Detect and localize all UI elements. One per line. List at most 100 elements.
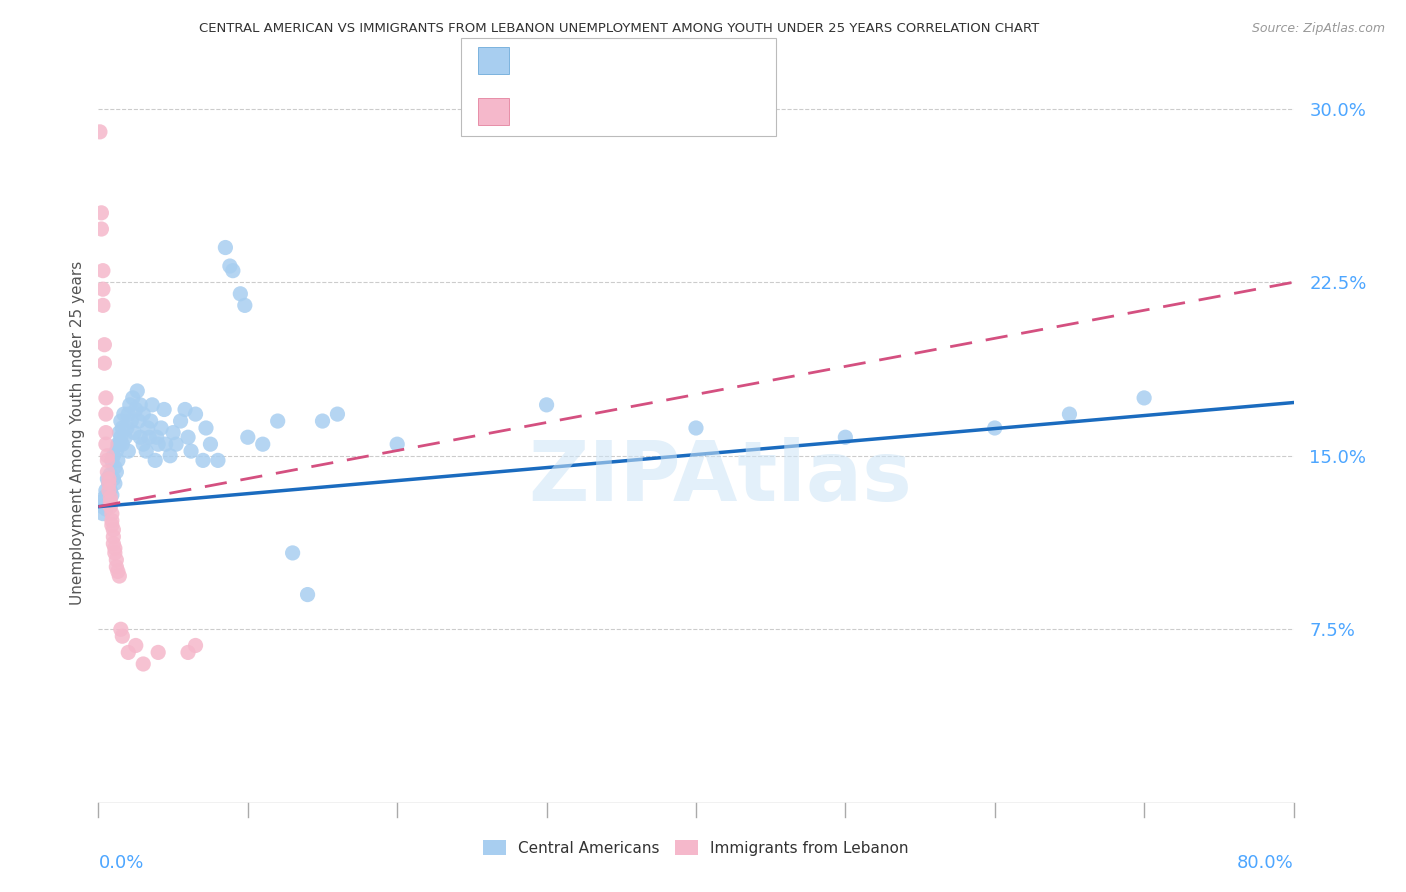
Point (98, 495, 122, 509)
Text: CENTRAL AMERICAN VS IMMIGRANTS FROM LEBANON UNEMPLOYMENT AMONG YOUTH UNDER 25 YE: CENTRAL AMERICAN VS IMMIGRANTS FROM LEBA… (198, 22, 1039, 36)
Point (121, 391, 143, 405)
Point (267, 414, 290, 428)
Point (110, 622, 132, 636)
Point (184, 407, 207, 421)
Point (103, 536, 125, 550)
Point (222, 263, 245, 277)
Point (145, 430, 167, 444)
Point (281, 546, 304, 560)
Point (229, 286, 252, 301)
Point (90, 495, 112, 509)
Point (984, 421, 1007, 435)
Point (214, 240, 236, 255)
Point (311, 414, 333, 428)
Point (89, 125, 111, 139)
Point (685, 421, 707, 435)
Point (125, 639, 148, 653)
Point (97, 495, 120, 509)
Point (101, 514, 124, 528)
Point (118, 398, 141, 412)
Point (103, 449, 125, 463)
Point (93, 497, 115, 511)
Point (105, 553, 128, 567)
Point (125, 402, 148, 417)
Point (177, 645, 200, 659)
Point (96, 465, 118, 479)
Point (135, 444, 157, 458)
Point (103, 472, 125, 486)
Text: N = 41: N = 41 (628, 101, 690, 120)
Point (132, 437, 155, 451)
Point (115, 421, 138, 435)
Point (1059, 407, 1081, 421)
Point (97, 472, 120, 486)
Point (138, 430, 160, 444)
Point (107, 453, 129, 467)
Point (159, 449, 181, 463)
Point (165, 437, 187, 451)
Point (127, 384, 149, 398)
Point (108, 437, 131, 451)
Point (91, 263, 114, 277)
Point (94, 425, 117, 440)
Point (98, 483, 122, 498)
Point (162, 425, 184, 440)
Point (101, 518, 124, 533)
Point (103, 523, 125, 537)
Point (96, 472, 118, 486)
Point (94, 502, 117, 516)
Point (174, 402, 197, 417)
Point (94, 437, 117, 451)
Point (153, 402, 176, 417)
Point (219, 259, 242, 273)
Point (195, 421, 218, 435)
Text: R = 0.265: R = 0.265 (523, 50, 606, 69)
Point (90, 222, 112, 236)
Point (97, 476, 120, 491)
Point (101, 488, 124, 502)
Point (111, 437, 134, 451)
Point (94, 391, 117, 405)
Point (108, 425, 131, 440)
Text: ZIPAtlas: ZIPAtlas (527, 436, 912, 517)
Legend: Central Americans, Immigrants from Lebanon: Central Americans, Immigrants from Leban… (477, 834, 915, 862)
Point (104, 546, 127, 560)
Point (177, 430, 200, 444)
Point (91, 500, 114, 514)
Point (117, 407, 139, 421)
Point (105, 444, 128, 458)
Point (326, 407, 349, 421)
Point (207, 453, 229, 467)
Point (169, 414, 191, 428)
Point (128, 414, 150, 428)
Point (297, 588, 319, 602)
Point (124, 425, 146, 440)
Point (136, 421, 159, 435)
Point (191, 453, 214, 467)
Point (132, 657, 155, 671)
Point (107, 437, 129, 451)
Point (90, 206, 112, 220)
Point (98, 491, 122, 505)
Text: 0.0%: 0.0% (98, 854, 143, 871)
Point (96, 453, 118, 467)
Point (96, 449, 118, 463)
Point (129, 430, 152, 444)
Point (200, 437, 222, 451)
Point (150, 421, 173, 435)
Point (104, 541, 127, 556)
Point (111, 421, 134, 435)
Point (536, 398, 558, 412)
Point (93, 491, 115, 505)
Point (98, 500, 122, 514)
Point (385, 437, 409, 451)
Text: 80.0%: 80.0% (1237, 854, 1294, 871)
Point (104, 476, 127, 491)
Point (94, 407, 117, 421)
Point (110, 430, 132, 444)
Point (180, 444, 202, 458)
Point (101, 453, 124, 467)
Point (132, 407, 155, 421)
Point (101, 507, 124, 521)
Point (108, 569, 131, 583)
